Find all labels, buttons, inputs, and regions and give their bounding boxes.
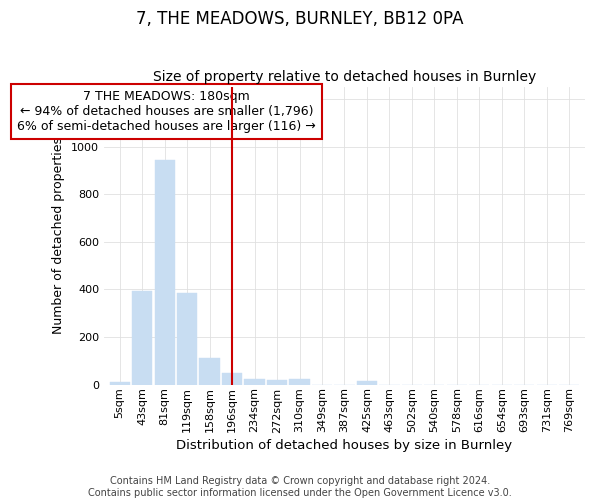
Bar <box>244 378 265 384</box>
Bar <box>155 160 175 384</box>
Y-axis label: Number of detached properties: Number of detached properties <box>52 138 65 334</box>
Text: 7, THE MEADOWS, BURNLEY, BB12 0PA: 7, THE MEADOWS, BURNLEY, BB12 0PA <box>136 10 464 28</box>
Bar <box>110 382 130 384</box>
Bar <box>222 372 242 384</box>
Bar <box>267 380 287 384</box>
Title: Size of property relative to detached houses in Burnley: Size of property relative to detached ho… <box>153 70 536 85</box>
Text: 7 THE MEADOWS: 180sqm
← 94% of detached houses are smaller (1,796)
6% of semi-de: 7 THE MEADOWS: 180sqm ← 94% of detached … <box>17 90 316 133</box>
X-axis label: Distribution of detached houses by size in Burnley: Distribution of detached houses by size … <box>176 440 512 452</box>
Bar <box>289 378 310 384</box>
Bar <box>132 290 152 384</box>
Bar <box>177 293 197 384</box>
Bar <box>199 358 220 384</box>
Bar <box>357 381 377 384</box>
Text: Contains HM Land Registry data © Crown copyright and database right 2024.
Contai: Contains HM Land Registry data © Crown c… <box>88 476 512 498</box>
